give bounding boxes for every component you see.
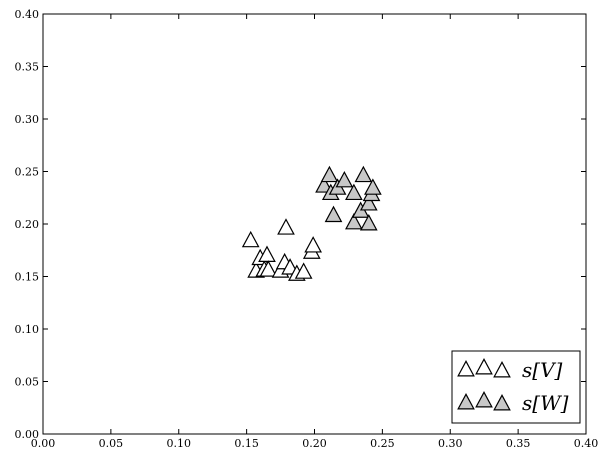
series-1-point-5 [335,171,354,188]
series-1-point-11 [359,214,378,231]
y-tick-label-8: 0.40 [15,8,40,21]
series-0-point-11 [294,262,313,279]
x-tick-label-1: 0.05 [99,437,124,450]
data-points [241,165,382,281]
x-tick-label-3: 0.15 [234,437,259,450]
series-1-point-0 [315,176,333,193]
series-1-point-3 [324,205,343,223]
legend-marker-series-0-2 [493,361,511,378]
x-tick-label-2: 0.10 [167,437,192,450]
x-tick-label-6: 0.30 [438,437,463,450]
series-0-point-8 [277,218,295,235]
x-tick-label-8: 0.40 [574,437,599,450]
y-tick-label-5: 0.25 [15,166,40,179]
series-0-point-5 [259,260,278,277]
y-tick-label-2: 0.10 [15,323,40,336]
series-1-point-13 [364,178,382,195]
series-1-point-9 [354,165,373,183]
series-0-point-4 [258,245,276,262]
y-tick-label-3: 0.15 [15,271,40,284]
y-tick-label-1: 0.05 [15,376,40,389]
series-1-point-1 [320,165,339,183]
series-0-point-0 [241,230,260,248]
y-tick-label-7: 0.35 [15,61,40,74]
series-1-point-7 [345,213,363,230]
series-1-point-6 [345,183,363,201]
legend-marker-series-1-0 [457,393,475,410]
legend-marker-series-0-1 [475,358,493,375]
legend-box [451,350,581,424]
series-1-point-10 [359,194,378,211]
legend-marker-series-0-0 [457,360,475,377]
legend: s[V] s[W] [451,350,581,424]
legend-marker-series-1-2 [493,394,511,411]
series-0-points [241,218,322,281]
legend-marker-series-1-1 [475,391,493,408]
series-0-point-13 [304,236,322,253]
y-tick-label-6: 0.30 [15,113,40,126]
y-tick-label-0: 0.00 [15,428,40,441]
x-tick-label-7: 0.35 [506,437,531,450]
x-tick-label-4: 0.20 [302,437,327,450]
x-tick-label-5: 0.25 [370,437,395,450]
series-1-points [315,165,382,231]
legend-label-series-0: s[V] [522,358,563,382]
legend-label-series-1: s[W] [522,391,569,415]
y-tick-label-4: 0.20 [15,218,40,231]
axis-ticks: 0.00 0.05 0.10 0.15 0.20 0.25 0.30 0.35 0.40 0.00… [15,8,599,450]
legend-markers [457,358,511,411]
x-tick-label-0: 0.00 [31,437,56,450]
